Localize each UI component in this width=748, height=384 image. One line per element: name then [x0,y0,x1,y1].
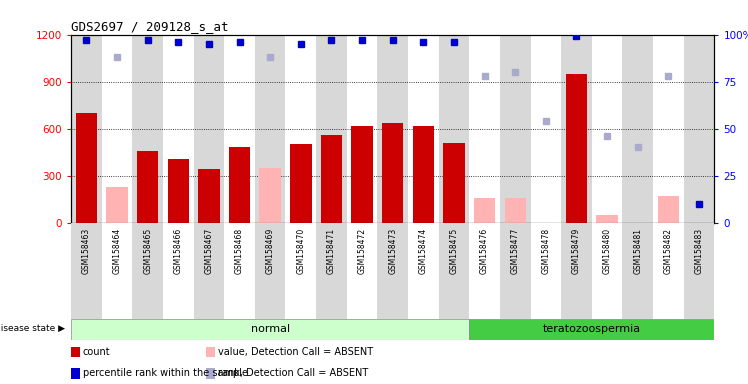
Bar [378,35,408,223]
Bar [71,368,79,379]
Text: GSM158480: GSM158480 [603,227,612,274]
Bar [163,223,194,319]
Bar [224,35,255,223]
Bar [316,223,347,319]
Bar [347,35,378,223]
Bar [321,135,342,223]
Bar [71,35,102,223]
Bar [653,35,684,223]
Bar [255,223,286,319]
Text: GSM158477: GSM158477 [511,227,520,274]
Text: teratozoospermia: teratozoospermia [543,324,641,334]
Bar [206,368,215,379]
Bar [132,223,163,319]
Text: GSM158473: GSM158473 [388,227,397,274]
Bar [504,198,526,223]
Bar [684,223,714,319]
Bar [352,126,373,223]
Bar [561,223,592,319]
Bar [596,215,618,223]
Bar [622,223,653,319]
Bar [224,223,255,319]
Bar [260,168,281,223]
Text: GSM158481: GSM158481 [634,227,643,273]
Bar [71,347,79,358]
Text: GSM158478: GSM158478 [542,227,551,274]
Bar [561,35,592,223]
Bar [132,35,163,223]
Bar [290,144,311,223]
Text: GSM158472: GSM158472 [358,227,367,274]
Text: GSM158463: GSM158463 [82,227,91,274]
Text: GSM158479: GSM158479 [572,227,581,274]
Text: GSM158476: GSM158476 [480,227,489,274]
Bar [565,74,587,223]
Bar [229,147,251,223]
Bar [255,35,286,223]
Bar [106,187,128,223]
Bar [316,35,347,223]
Bar [163,35,194,223]
Bar [408,223,438,319]
Bar [469,319,714,340]
Text: GDS2697 / 209128_s_at: GDS2697 / 209128_s_at [71,20,229,33]
Text: value, Detection Call = ABSENT: value, Detection Call = ABSENT [218,347,373,358]
Text: GSM158475: GSM158475 [450,227,459,274]
Text: GSM158469: GSM158469 [266,227,275,274]
Bar [102,223,132,319]
Bar [206,347,215,358]
Text: GSM158471: GSM158471 [327,227,336,274]
Bar [592,35,622,223]
Text: GSM158470: GSM158470 [296,227,305,274]
Bar [71,319,469,340]
Bar [653,223,684,319]
Bar [469,35,500,223]
Bar [286,35,316,223]
Bar [622,35,653,223]
Text: GSM158468: GSM158468 [235,227,244,274]
Bar [408,35,438,223]
Bar [530,35,561,223]
Bar [137,151,159,223]
Bar [438,35,469,223]
Bar [382,123,403,223]
Bar [530,223,561,319]
Text: GSM158482: GSM158482 [664,227,673,273]
Bar [102,35,132,223]
Bar [76,113,97,223]
Text: count: count [82,347,110,358]
Text: percentile rank within the sample: percentile rank within the sample [82,368,248,379]
Bar [474,198,495,223]
Bar [657,196,679,223]
Bar [684,35,714,223]
Text: normal: normal [251,324,289,334]
Bar [378,223,408,319]
Text: rank, Detection Call = ABSENT: rank, Detection Call = ABSENT [218,368,368,379]
Text: disease state ▶: disease state ▶ [0,324,65,333]
Bar [71,223,102,319]
Bar [592,223,622,319]
Bar [438,223,469,319]
Text: GSM158465: GSM158465 [143,227,152,274]
Bar [500,35,530,223]
Bar [168,159,189,223]
Bar [444,143,465,223]
Bar [194,223,224,319]
Bar [286,223,316,319]
Text: GSM158467: GSM158467 [204,227,213,274]
Text: GSM158483: GSM158483 [695,227,704,274]
Bar [413,126,434,223]
Bar [198,169,220,223]
Text: GSM158464: GSM158464 [112,227,121,274]
Bar [469,223,500,319]
Bar [347,223,378,319]
Bar [500,223,530,319]
Text: GSM158474: GSM158474 [419,227,428,274]
Text: GSM158466: GSM158466 [174,227,183,274]
Bar [194,35,224,223]
